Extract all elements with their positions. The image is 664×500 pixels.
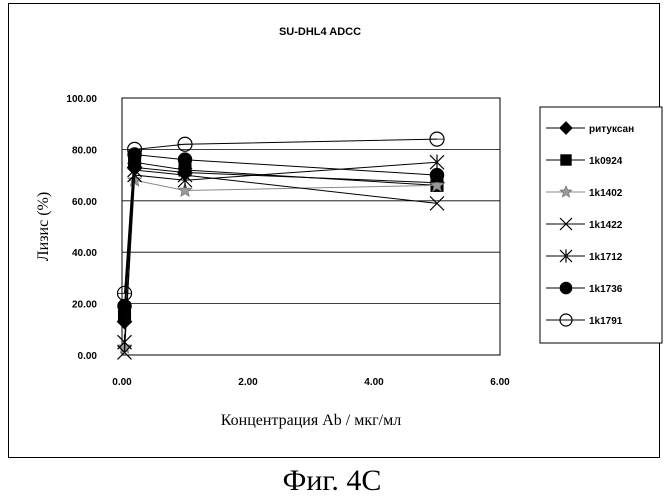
x-axis-label: Концентрация Ab / мкг/мл (221, 412, 401, 429)
legend-label: 1k1736 (589, 284, 623, 295)
y-tick-labels: 0.00 20.00 40.00 60.00 80.00 100.00 (66, 94, 97, 362)
legend-label: 1k0924 (589, 156, 623, 167)
x-tick-label: 0.00 (112, 377, 132, 388)
x-tick-labels: 0.00 2.00 4.00 6.00 (112, 377, 510, 388)
y-tick-label: 60.00 (72, 197, 97, 208)
legend-label: 1k1712 (589, 252, 623, 263)
data-point (430, 168, 443, 181)
legend-label: 1k1791 (589, 316, 623, 327)
y-tick-label: 100.00 (66, 94, 97, 105)
y-tick-label: 80.00 (72, 145, 97, 156)
data-point (118, 300, 131, 313)
y-tick-label: 40.00 (72, 248, 97, 259)
data-point (430, 132, 444, 146)
series-line (125, 170, 438, 352)
figure-caption: Фиг. 4C (0, 464, 664, 498)
x-tick-label: 4.00 (364, 377, 384, 388)
legend-marker (561, 155, 571, 165)
y-tick-label: 0.00 (78, 351, 98, 362)
y-tick-label: 20.00 (72, 300, 97, 311)
legend-marker (560, 282, 571, 293)
data-point (178, 153, 191, 166)
series-line (125, 155, 438, 307)
x-tick-label: 2.00 (238, 377, 258, 388)
chart: SU-DHL4 ADCC 0.00 20.00 40.00 60.00 80.00 100… (0, 0, 664, 460)
legend-label: 1k1422 (589, 220, 623, 231)
y-axis-label: Лизис (%) (35, 192, 52, 261)
data-point (118, 334, 132, 349)
chart-title: SU-DHL4 ADCC (279, 26, 361, 38)
series-line (125, 167, 438, 321)
series-1k1422 (118, 163, 444, 359)
data-point (430, 196, 444, 210)
series-1k1402 (118, 173, 444, 353)
legend-label: 1k1402 (589, 188, 623, 199)
x-tick-label: 6.00 (490, 377, 510, 388)
series-line (125, 180, 438, 347)
legend-label: ритуксан (589, 124, 634, 135)
series-group (118, 132, 444, 359)
series-line (125, 139, 438, 293)
series-1k1736 (118, 148, 444, 313)
